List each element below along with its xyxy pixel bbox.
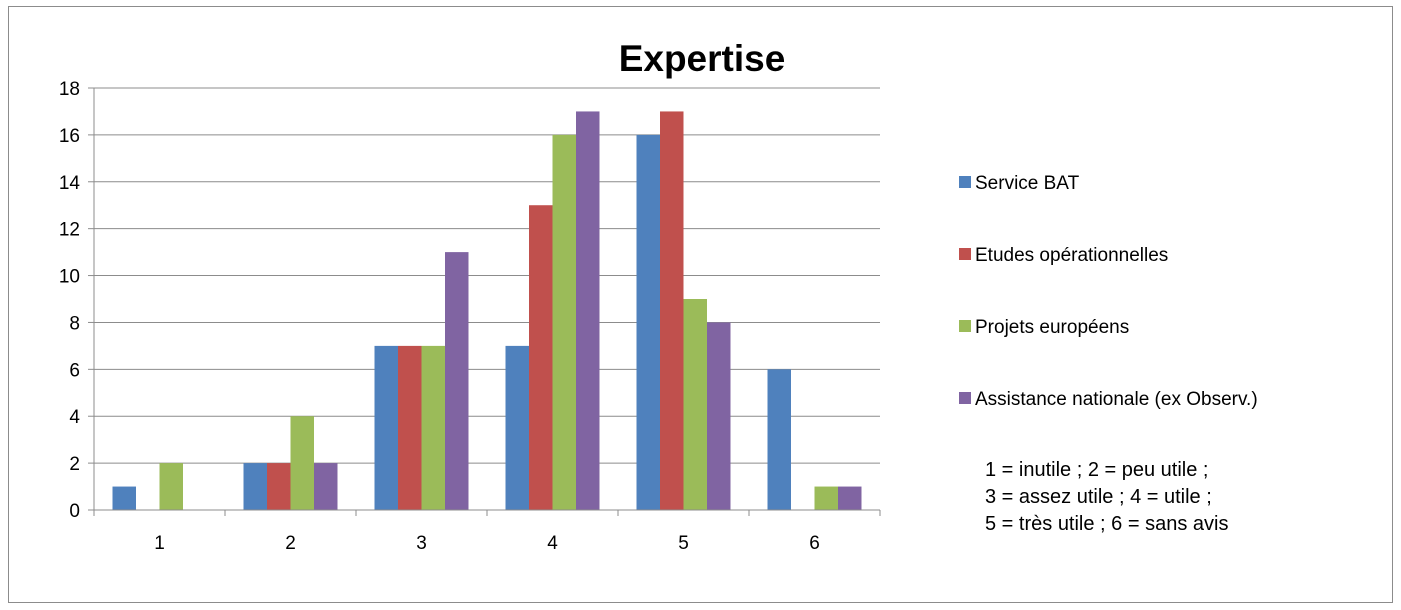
legend-swatch (959, 248, 971, 260)
bar-3-cat-4 (552, 134, 576, 510)
x-tick-label: 2 (285, 533, 296, 554)
bar-2-cat-3 (398, 345, 422, 510)
scale-note-line: 1 = inutile ; 2 = peu utile ; (985, 459, 1209, 481)
bar-4-cat-5 (707, 322, 731, 510)
bar-1-cat-6 (767, 369, 791, 510)
y-tick-label: 4 (69, 407, 80, 428)
bars (112, 111, 862, 510)
bar-3-cat-6 (814, 486, 838, 510)
y-tick-label: 2 (69, 454, 80, 475)
bar-3-cat-1 (159, 463, 183, 510)
x-tick-label: 5 (678, 533, 689, 554)
legend-label: Assistance nationale (ex Observ.) (975, 389, 1258, 410)
legend-label: Projets européens (975, 317, 1129, 338)
chart-title: Expertise (619, 38, 786, 79)
x-tick-label: 3 (416, 533, 427, 554)
legend: Service BAT Etudes opérationnelles Projets… (959, 173, 1258, 410)
gridlines (94, 87, 880, 464)
bar-3-cat-3 (421, 345, 445, 510)
legend-label: Etudes opérationnelles (975, 245, 1168, 266)
y-tick-label: 14 (59, 173, 81, 194)
y-tick-label: 10 (59, 267, 80, 288)
x-tick-label: 4 (547, 533, 558, 554)
bar-2-cat-4 (529, 205, 553, 510)
y-tick-label: 16 (59, 126, 80, 147)
bar-3-cat-5 (683, 299, 707, 510)
bar-1-cat-3 (374, 345, 398, 510)
bar-4-cat-2 (314, 463, 338, 510)
x-tick-label: 6 (809, 533, 820, 554)
bar-3-cat-2 (290, 416, 314, 510)
bar-4-cat-6 (838, 486, 862, 510)
legend-swatch (959, 392, 971, 404)
y-tick-label: 18 (59, 79, 80, 100)
bar-1-cat-1 (112, 486, 136, 510)
y-tick-label: 6 (69, 360, 80, 381)
bar-2-cat-2 (267, 463, 291, 510)
legend-swatch (959, 176, 971, 188)
scale-note-line: 3 = assez utile ; 4 = utile ; (985, 486, 1212, 508)
bar-1-cat-2 (243, 463, 267, 510)
bar-4-cat-4 (576, 111, 600, 510)
legend-label: Service BAT (975, 173, 1080, 194)
bar-2-cat-5 (660, 111, 684, 510)
scale-note: 1 = inutile ; 2 = peu utile ; 3 = assez u… (985, 459, 1228, 535)
scale-note-line: 5 = très utile ; 6 = sans avis (985, 513, 1228, 535)
bar-4-cat-3 (445, 252, 469, 510)
bar-1-cat-4 (505, 345, 529, 510)
y-tick-label: 0 (69, 501, 80, 522)
legend-swatch (959, 320, 971, 332)
y-tick-label: 8 (69, 313, 80, 334)
y-tick-label: 12 (59, 220, 80, 241)
bar-1-cat-5 (636, 134, 660, 510)
x-tick-label: 1 (154, 533, 165, 554)
